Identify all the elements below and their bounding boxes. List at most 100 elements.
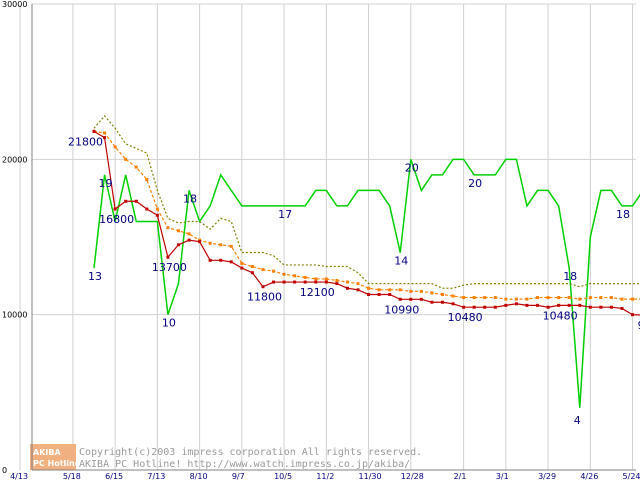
- average-price-point: [494, 296, 497, 299]
- akiba-logo-bottom: PC Hotline!: [33, 459, 84, 468]
- min-price-point: [452, 302, 455, 305]
- x-tick-label: 7/13: [147, 472, 165, 480]
- data-label: 13700: [152, 261, 187, 274]
- x-tick-label: 8/10: [190, 472, 208, 480]
- average-price-point: [156, 208, 159, 211]
- min-price-point: [314, 281, 317, 284]
- average-price-point: [441, 293, 444, 296]
- min-price-point: [494, 306, 497, 309]
- average-price-point: [621, 298, 624, 301]
- x-tick-label: 11/2: [316, 472, 334, 480]
- x-tick-label: 4/26: [580, 472, 598, 480]
- akiba-logo-top: AKIBA: [33, 448, 61, 457]
- min-price-point: [124, 200, 127, 203]
- data-label: 16800: [99, 213, 134, 226]
- min-price-point: [599, 306, 602, 309]
- average-price-point: [240, 262, 243, 265]
- min-price-point: [304, 281, 307, 284]
- average-price-point: [367, 287, 370, 290]
- x-tick-label: 6/15: [105, 472, 123, 480]
- min-price-point: [525, 304, 528, 307]
- min-price-point: [219, 259, 222, 262]
- min-price-point: [409, 298, 412, 301]
- min-price-point: [209, 259, 212, 262]
- y-tick-label: 20000: [2, 155, 27, 164]
- min-price-point: [272, 281, 275, 284]
- min-price-point: [578, 304, 581, 307]
- min-price-point: [283, 281, 286, 284]
- data-label: 10480: [448, 311, 483, 324]
- min-price-point: [388, 293, 391, 296]
- y-tick-label: 0: [2, 466, 7, 475]
- average-price-point: [589, 296, 592, 299]
- x-tick-label: 2/1: [454, 472, 467, 480]
- min-price-point: [515, 302, 518, 305]
- min-price-point: [441, 301, 444, 304]
- min-price-point: [568, 304, 571, 307]
- average-price-point: [357, 282, 360, 285]
- average-price-point: [219, 243, 222, 246]
- x-tick-label: 9/7: [232, 472, 245, 480]
- min-price-point: [93, 130, 96, 133]
- min-price-point: [621, 307, 624, 310]
- x-tick-label: 3/1: [496, 472, 509, 480]
- watermark: AKIBA PC Hotline! Copyright(c)2003 impre…: [30, 444, 422, 470]
- min-price-point: [504, 304, 507, 307]
- average-price-point: [272, 270, 275, 273]
- average-price-point: [188, 232, 191, 235]
- y-tick-label: 10000: [2, 311, 27, 320]
- x-tick-label: 3/29: [538, 472, 556, 480]
- copyright-line-2: AKIBA PC Hotline! http://www.watch.impre…: [79, 459, 410, 470]
- average-price-point: [525, 298, 528, 301]
- min-price-point: [420, 298, 423, 301]
- average-price-point: [504, 298, 507, 301]
- data-label: 14: [394, 255, 408, 268]
- min-price-point: [177, 243, 180, 246]
- data-label: 18: [183, 192, 197, 205]
- average-price-point: [124, 158, 127, 161]
- data-label: 4: [574, 414, 581, 427]
- average-price-point: [304, 276, 307, 279]
- average-price-point: [103, 131, 106, 134]
- average-price-point: [388, 288, 391, 291]
- average-price-point: [230, 245, 233, 248]
- average-price-point: [399, 288, 402, 291]
- data-label: 18: [563, 270, 577, 283]
- average-price-point: [114, 145, 117, 148]
- min-price-point: [293, 281, 296, 284]
- average-price-point: [346, 281, 349, 284]
- min-price-point: [367, 293, 370, 296]
- average-price-point: [166, 226, 169, 229]
- average-price-point: [452, 295, 455, 298]
- data-label: 10: [162, 317, 176, 330]
- data-label: 19: [99, 177, 113, 190]
- average-price-point: [314, 277, 317, 280]
- average-price-point: [578, 298, 581, 301]
- average-price-point: [599, 296, 602, 299]
- average-price-point: [430, 291, 433, 294]
- average-price-point: [209, 242, 212, 245]
- min-price-point: [430, 301, 433, 304]
- min-price-point: [335, 282, 338, 285]
- average-price-point: [261, 268, 264, 271]
- min-price-point: [251, 271, 254, 274]
- average-price-point: [145, 178, 148, 181]
- average-price-point: [251, 265, 254, 268]
- x-tick-label: 10/5: [274, 472, 292, 480]
- data-label: 18: [616, 208, 630, 221]
- average-price-point: [631, 298, 634, 301]
- grid-layer: [20, 4, 640, 470]
- average-price-point: [557, 296, 560, 299]
- data-label: 20: [405, 161, 419, 174]
- average-price-point: [420, 290, 423, 293]
- x-tick-label: 12/28: [401, 472, 424, 480]
- data-label: 10480: [543, 309, 578, 322]
- min-price-point: [473, 306, 476, 309]
- average-price-point: [135, 166, 138, 169]
- average-price-point: [473, 296, 476, 299]
- min-price-point: [240, 267, 243, 270]
- min-price-point: [230, 260, 233, 263]
- min-price-point: [188, 239, 191, 242]
